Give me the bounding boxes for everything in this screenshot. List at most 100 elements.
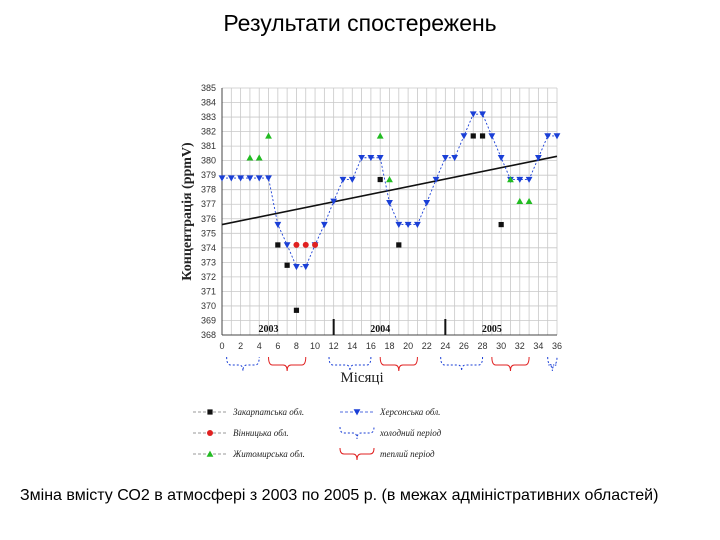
data-point: [544, 133, 552, 140]
grid-lines: [221, 87, 558, 336]
y-tick-label: 375: [201, 228, 216, 238]
y-tick-label: 385: [201, 83, 216, 93]
y-tick-label: 373: [201, 257, 216, 267]
y-tick-label: 377: [201, 199, 216, 209]
trend-line: [221, 155, 558, 226]
cold-period-brace: [328, 356, 372, 372]
legend-marker: [207, 430, 213, 436]
x-tick-label: 16: [366, 341, 376, 351]
legend-marker: [206, 450, 214, 457]
data-point: [525, 176, 533, 183]
data-point: [275, 242, 281, 248]
data-point: [246, 154, 254, 161]
data-point: [367, 155, 375, 162]
legend-marker: [353, 409, 361, 416]
warm-period-brace: [491, 356, 530, 372]
legend-label: Вінницька обл.: [233, 428, 289, 438]
data-point: [553, 133, 561, 140]
legend-item: Закарпатська обл.: [193, 407, 304, 417]
cold-period-brace: [547, 356, 558, 372]
data-point: [312, 241, 319, 248]
legend-label: Закарпатська обл.: [233, 407, 304, 417]
cold-period-brace: [226, 356, 260, 372]
y-tick-label: 372: [201, 272, 216, 282]
data-point: [348, 176, 356, 183]
legend-brace: [339, 447, 375, 461]
y-tick-label: 378: [201, 185, 216, 195]
year-label: 2004: [370, 324, 390, 335]
data-point: [414, 221, 421, 228]
x-axis-label: Місяці: [340, 370, 383, 386]
axes: 3683693703713723733743753763773783793803…: [180, 83, 562, 386]
caption: Зміна вмісту СО2 в атмосфері з 2003 по 2…: [20, 487, 659, 504]
warm-period-brace: [379, 356, 418, 372]
data-point: [469, 111, 477, 118]
data-point: [396, 242, 402, 248]
x-tick-label: 14: [347, 341, 357, 351]
data-point: [237, 175, 245, 182]
legend-item: Житомирська обл.: [193, 449, 305, 459]
data-point: [283, 242, 291, 249]
series-1: [275, 133, 504, 313]
x-tick-label: 10: [310, 341, 320, 351]
x-tick-label: 36: [552, 341, 562, 351]
data-point: [377, 176, 383, 183]
data-point: [376, 132, 384, 139]
legend: Закарпатська обл. Вінницька обл. Житомирсь…: [193, 407, 442, 461]
data-point: [488, 133, 496, 140]
y-tick-label: 382: [201, 127, 216, 137]
data-point: [525, 197, 533, 205]
data-point: [479, 111, 486, 118]
legend-brace: [339, 426, 375, 440]
trend-line: [221, 155, 558, 226]
series-2: [293, 241, 319, 248]
data-point: [516, 197, 524, 205]
x-tick-label: 32: [515, 341, 525, 351]
data-point: [451, 155, 459, 162]
y-axis-label: Концентрація (ppmV): [180, 142, 195, 281]
period-braces: [226, 356, 558, 372]
data-point: [293, 263, 300, 271]
legend-label: Херсонська обл.: [379, 407, 440, 417]
data-point: [255, 154, 263, 161]
co2-chart: 3683693703713723733743753763773783793803…: [180, 83, 562, 461]
data-point: [441, 155, 449, 162]
y-tick-label: 376: [201, 214, 216, 224]
y-tick-label: 369: [201, 315, 216, 325]
data-point: [274, 221, 282, 228]
slide-title: Результати спостережень: [223, 10, 497, 36]
y-tick-label: 368: [201, 330, 216, 340]
series-3: [246, 132, 533, 205]
data-point: [302, 263, 310, 271]
cold-period-brace: [440, 356, 484, 372]
legend-label: холодний період: [379, 428, 442, 438]
data-point: [376, 155, 384, 162]
legend-item: Вінницька обл.: [193, 428, 289, 438]
data-point: [255, 175, 263, 182]
data-point: [265, 175, 272, 182]
data-point: [460, 133, 468, 140]
x-tick-label: 6: [275, 341, 280, 351]
legend-marker: [207, 409, 213, 415]
data-point: [404, 221, 412, 228]
data-point: [386, 200, 393, 207]
y-tick-label: 371: [201, 286, 216, 296]
x-tick-label: 30: [496, 341, 506, 351]
legend-item: теплий період: [339, 447, 435, 461]
x-tick-label: 18: [384, 341, 394, 351]
data-point: [507, 176, 514, 183]
data-point: [386, 176, 393, 183]
data-point: [227, 175, 235, 182]
y-tick-label: 374: [201, 243, 216, 253]
legend-label: Житомирська обл.: [232, 449, 305, 459]
data-point: [265, 132, 272, 139]
x-tick-label: 2: [238, 341, 243, 351]
series-0: [218, 111, 561, 271]
data-point: [479, 133, 486, 139]
y-tick-label: 380: [201, 156, 216, 166]
data-point: [423, 200, 431, 207]
y-tick-label: 383: [201, 112, 216, 122]
data-point: [395, 221, 403, 228]
y-tick-label: 381: [201, 141, 216, 151]
x-tick-label: 4: [257, 341, 262, 351]
